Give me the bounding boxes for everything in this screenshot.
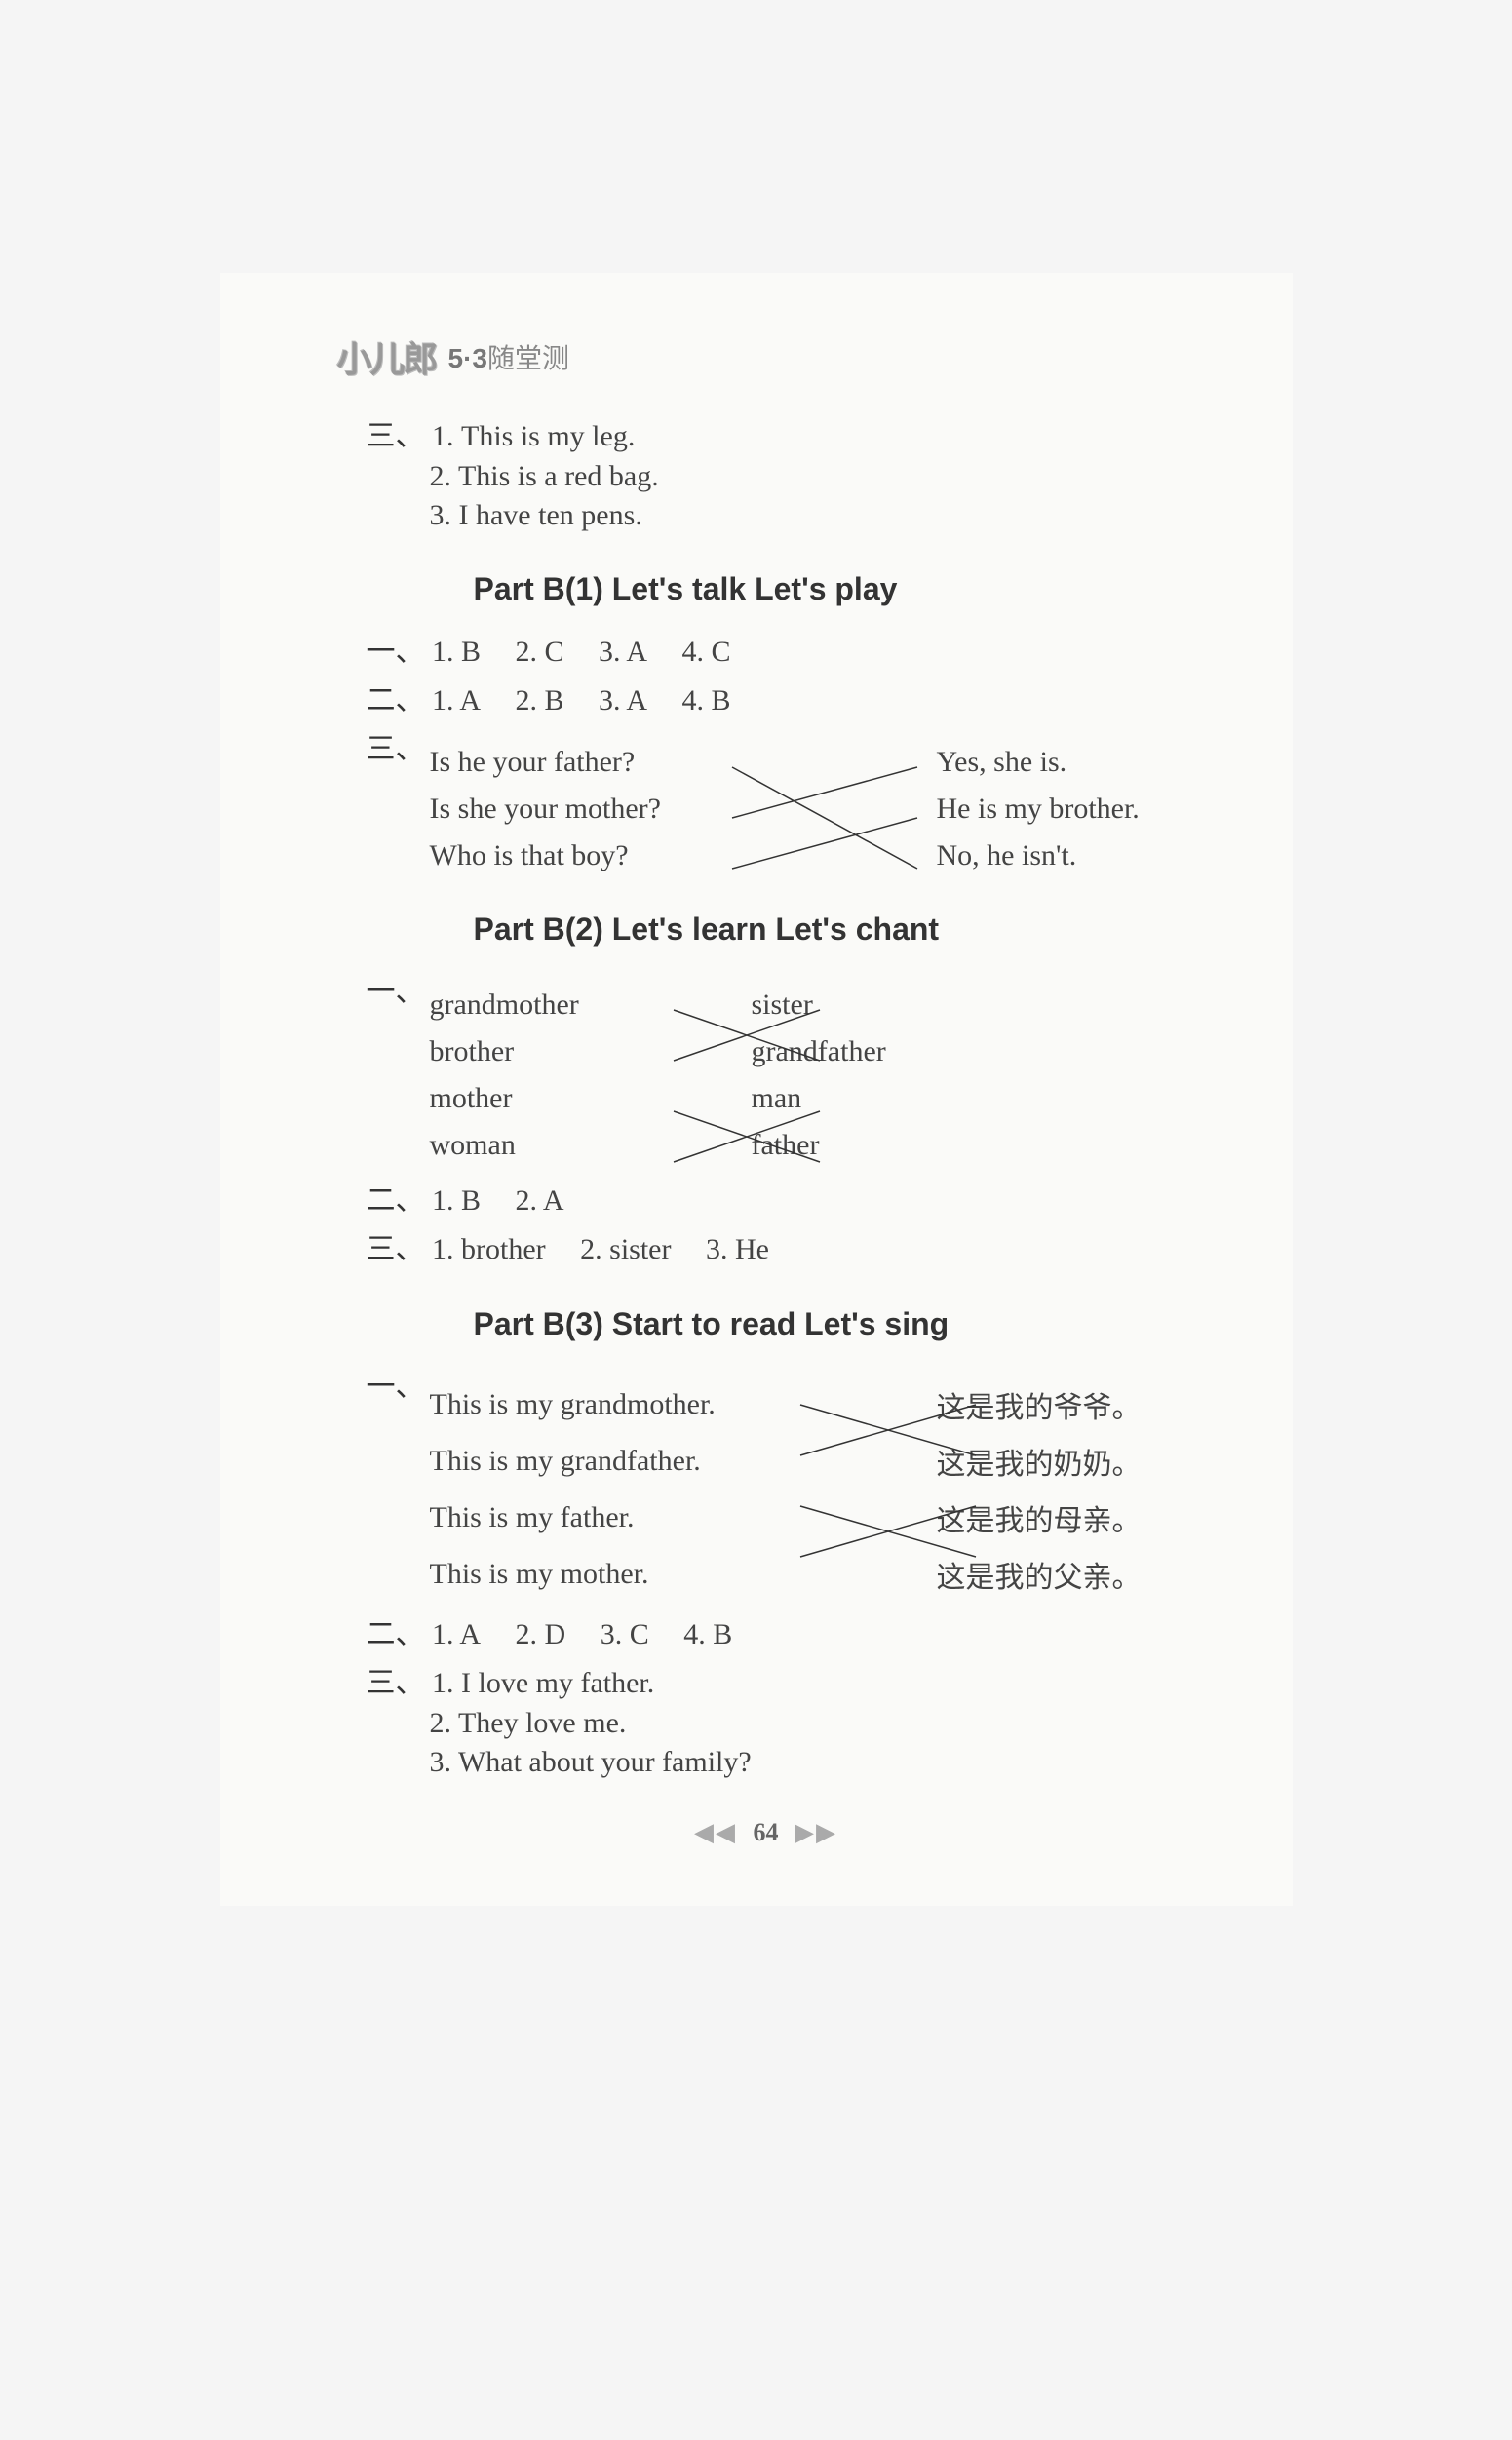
match-row: This is my mother. 这是我的父亲。 <box>430 1553 1195 1596</box>
choice: 2. C <box>516 636 564 669</box>
answer-text: 2. This is a red bag. <box>430 460 1195 493</box>
section-marker: 一、 <box>367 1371 425 1403</box>
match-left: grandmother <box>430 988 674 1022</box>
match-right: sister <box>752 988 813 1022</box>
choice: 4. C <box>682 636 731 669</box>
choice: 1. A <box>432 684 481 717</box>
answer-text: 2. They love me. <box>430 1707 1195 1740</box>
match-right: 这是我的母亲。 <box>937 1496 1142 1539</box>
logo-text: 小儿郎 <box>337 331 437 382</box>
match-left: This is my father. <box>430 1501 820 1534</box>
part-b2-heading: Part B(2) Let's learn Let's chant <box>474 911 1195 948</box>
section-marker: 二、 <box>367 1618 425 1650</box>
part-b3-row2: 二、 1. A 2. D 3. C 4. B <box>367 1609 1195 1652</box>
part-b3-heading: Part B(3) Start to read Let's sing <box>474 1306 1195 1342</box>
match-left: Is she your mother? <box>430 793 761 826</box>
choice: 1. B <box>432 1184 481 1218</box>
match-row: Who is that boy? No, he isn't. <box>430 839 1195 872</box>
footer-right-arrows: ▶▶ <box>795 1818 837 1846</box>
choice: 2. A <box>516 1184 564 1218</box>
page-footer: ◀◀ 64 ▶▶ <box>337 1818 1195 1847</box>
choice: 3. A <box>599 636 647 669</box>
choice: 3. He <box>706 1233 769 1266</box>
match-right: He is my brother. <box>937 793 1140 826</box>
answer-text: 3. What about your family? <box>430 1746 1195 1779</box>
match-right: Yes, she is. <box>937 746 1067 779</box>
match-right: man <box>752 1082 802 1115</box>
page-container: 小儿郎 5·3随堂测 三、 1. This is my leg. 2. This… <box>220 273 1293 1906</box>
match-right: father <box>752 1129 820 1162</box>
match-right: grandfather <box>752 1035 886 1068</box>
match-left: woman <box>430 1129 674 1162</box>
match-row: This is my grandfather. 这是我的奶奶。 <box>430 1440 1195 1483</box>
choice: 4. B <box>682 684 731 717</box>
match-row: woman father <box>430 1129 1195 1162</box>
header-brand-text: 随堂测 <box>487 343 569 373</box>
part-b3-matching: This is my grandmother. 这是我的爷爷。 This is … <box>430 1383 1195 1596</box>
part-b1-row1: 一、 1. B 2. C 3. A 4. C <box>367 627 1195 670</box>
part-b1-matching: Is he your father? Yes, she is. Is she y… <box>430 746 1195 872</box>
match-row: brother grandfather <box>430 1035 1195 1068</box>
match-left: Is he your father? <box>430 746 761 779</box>
part-b1-row2: 二、 1. A 2. B 3. A 4. B <box>367 676 1195 718</box>
part-b3-row3: 三、 1. I love my father. <box>367 1658 1195 1701</box>
match-right: 这是我的奶奶。 <box>937 1440 1142 1483</box>
match-left: This is my grandmother. <box>430 1388 820 1421</box>
match-row: This is my grandmother. 这是我的爷爷。 <box>430 1383 1195 1426</box>
section-marker: 三、 <box>367 1667 425 1699</box>
section-marker: 二、 <box>367 1184 425 1217</box>
choice: 1. A <box>432 1618 481 1651</box>
choice: 2. sister <box>580 1233 671 1266</box>
match-left: Who is that boy? <box>430 839 761 872</box>
section-marker: 三、 <box>367 1233 425 1265</box>
answer-text: 1. This is my leg. <box>432 420 635 452</box>
match-right: 这是我的爷爷。 <box>937 1383 1142 1426</box>
choice: 3. C <box>601 1618 649 1651</box>
match-row: mother man <box>430 1082 1195 1115</box>
part-b2-row3: 三、 1. brother 2. sister 3. He <box>367 1224 1195 1267</box>
choice: 1. B <box>432 636 481 669</box>
section-marker: 一、 <box>367 636 425 668</box>
footer-left-arrows: ◀◀ <box>694 1818 737 1846</box>
section-marker: 三、 <box>367 420 425 452</box>
header-brand: 5·3随堂测 <box>448 337 569 376</box>
section-marker: 一、 <box>367 976 425 1008</box>
match-row: This is my father. 这是我的母亲。 <box>430 1496 1195 1539</box>
match-row: Is he your father? Yes, she is. <box>430 746 1195 779</box>
match-left: This is my grandfather. <box>430 1445 820 1478</box>
match-left: This is my mother. <box>430 1558 820 1591</box>
match-row: Is she your mother? He is my brother. <box>430 793 1195 826</box>
match-left: brother <box>430 1035 674 1068</box>
match-left: mother <box>430 1082 674 1115</box>
match-row: grandmother sister <box>430 988 1195 1022</box>
header-brand-num: 5·3 <box>448 343 487 373</box>
choice: 3. A <box>599 684 647 717</box>
part-b2-row2: 二、 1. B 2. A <box>367 1176 1195 1219</box>
match-right: No, he isn't. <box>937 839 1077 872</box>
choice: 2. B <box>516 684 564 717</box>
section-three-top: 三、 1. This is my leg. <box>367 411 1195 454</box>
answer-text: 1. I love my father. <box>432 1667 654 1699</box>
choice: 4. B <box>683 1618 732 1651</box>
page-header: 小儿郎 5·3随堂测 <box>337 331 1195 382</box>
choice: 2. D <box>516 1618 566 1651</box>
section-marker: 三、 <box>367 733 425 765</box>
page-number: 64 <box>754 1818 779 1846</box>
choice: 1. brother <box>432 1233 546 1266</box>
part-b2-matching: grandmother sister brother grandfather m… <box>430 988 1195 1162</box>
match-right: 这是我的父亲。 <box>937 1553 1142 1596</box>
answer-text: 3. I have ten pens. <box>430 499 1195 532</box>
section-marker: 二、 <box>367 684 425 717</box>
part-b1-heading: Part B(1) Let's talk Let's play <box>474 571 1195 607</box>
